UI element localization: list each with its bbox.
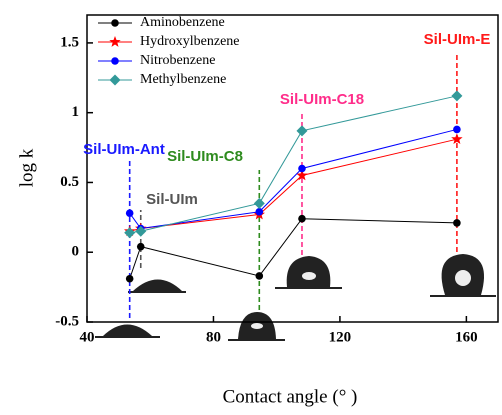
x-tick-label: 80 [206, 329, 221, 345]
y-tick-label: 1 [72, 104, 80, 120]
y-tick-label: 0 [72, 244, 80, 260]
annotation: Sil-UIm-C8 [167, 148, 243, 165]
marker [451, 90, 462, 101]
marker [451, 133, 462, 144]
legend-label: Aminobenzene [140, 15, 225, 30]
marker [298, 165, 306, 173]
annotation: Sil-UIm-C18 [280, 91, 364, 108]
y-tick-label: -0.5 [55, 313, 79, 329]
x-axis-title: Contact angle (° ) [223, 386, 358, 407]
marker [256, 272, 264, 280]
marker [126, 209, 134, 217]
legend-label: Nitrobenzene [140, 53, 215, 68]
legend-label: Hydroxylbenzene [140, 34, 240, 49]
legend-label: Methylbenzene [140, 72, 226, 87]
y-axis-title: log k [16, 148, 37, 187]
marker [298, 215, 306, 223]
marker [296, 125, 307, 136]
marker [137, 243, 145, 251]
series-line [130, 129, 457, 228]
marker [453, 219, 461, 227]
marker [124, 227, 135, 238]
legend-marker [109, 36, 120, 47]
marker [453, 126, 461, 134]
annotation: Sil-UIm-Ant [83, 141, 165, 158]
legend-marker [110, 75, 121, 86]
y-tick-label: 1.5 [60, 34, 79, 50]
annotation: Sil-UIm-E [424, 31, 491, 48]
marker [256, 208, 264, 216]
legend-marker [111, 57, 119, 65]
chart: Contact angle (° ) log k -0.5 0 0.5 1 1.5 40 8… [0, 0, 502, 415]
annotation: Sil-UIm [146, 191, 198, 208]
y-tick-label: 0.5 [60, 174, 79, 190]
droplet-images [95, 254, 496, 340]
x-tick-label: 160 [455, 329, 478, 345]
x-tick-label: 120 [329, 329, 352, 345]
marker [126, 275, 134, 283]
x-tick-label: 40 [80, 329, 95, 345]
legend-marker [111, 19, 119, 27]
